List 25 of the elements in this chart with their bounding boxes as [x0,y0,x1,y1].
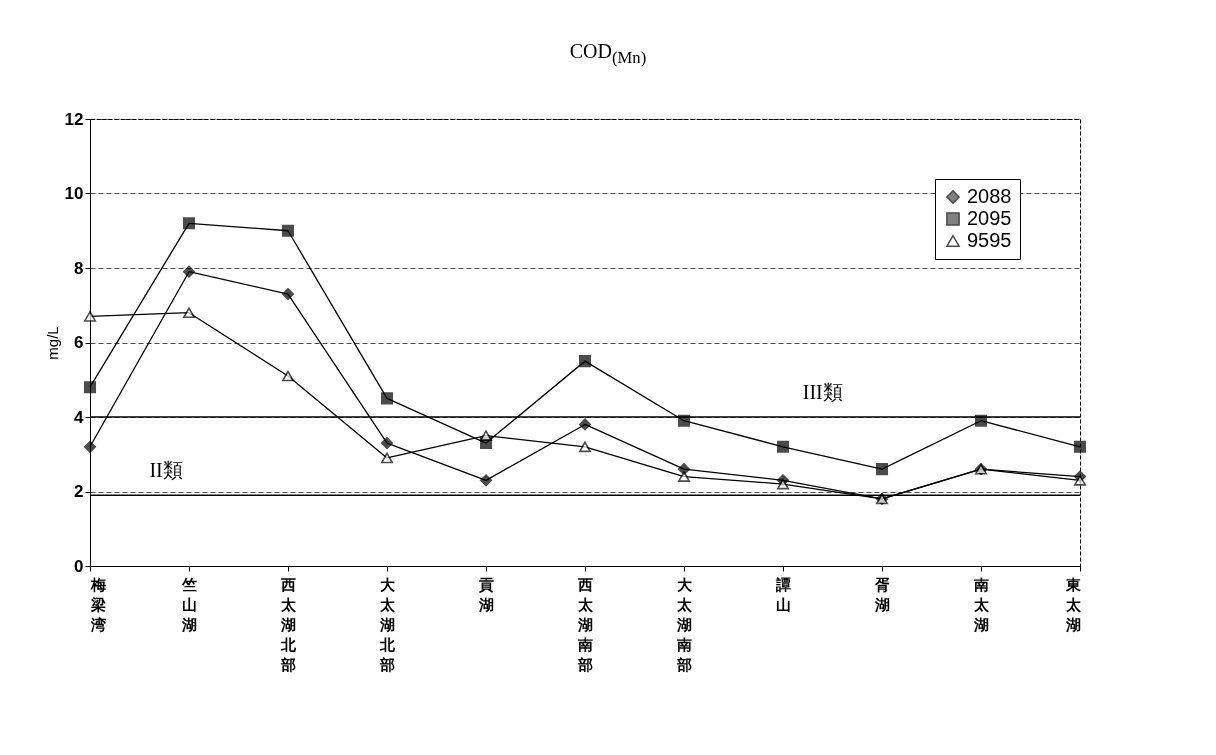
x-tick-label: 西太湖北部 [280,575,297,674]
y-tick-label: 4 [74,407,85,427]
x-tick-label: 胥湖 [874,575,890,614]
legend-label: 9595 [967,229,1012,251]
y-tick-label: 0 [74,556,84,576]
y-tick-label: 10 [64,184,84,203]
legend-label: 2088 [967,185,1012,207]
y-tick-label: 2 [74,482,84,501]
y-tick-label: 12 [64,109,84,129]
y-tick-label: 8 [74,258,84,278]
x-tick-label: 西太湖南部 [577,575,594,674]
x-tick-label: 竺山湖 [181,575,197,634]
chart-title: COD$_{(Mn)}$ [568,40,648,68]
x-tick-label: 梅梁湾 [89,575,106,634]
ref-line-label: II類 [149,459,183,482]
y-tick-label: 6 [74,333,84,352]
x-tick-label: 大太湖南部 [676,575,693,674]
x-tick-label: 大太湖北部 [379,575,396,674]
ref-line-label: III類 [802,381,843,403]
legend-label: 2095 [967,207,1012,229]
x-tick-label: 貢湖 [478,575,494,614]
x-tick-label: 南太湖 [973,575,990,634]
y-axis-title: mg/L [43,326,61,360]
x-tick-label: 譚山 [775,575,791,614]
x-tick-label: 東太湖 [1064,575,1082,634]
